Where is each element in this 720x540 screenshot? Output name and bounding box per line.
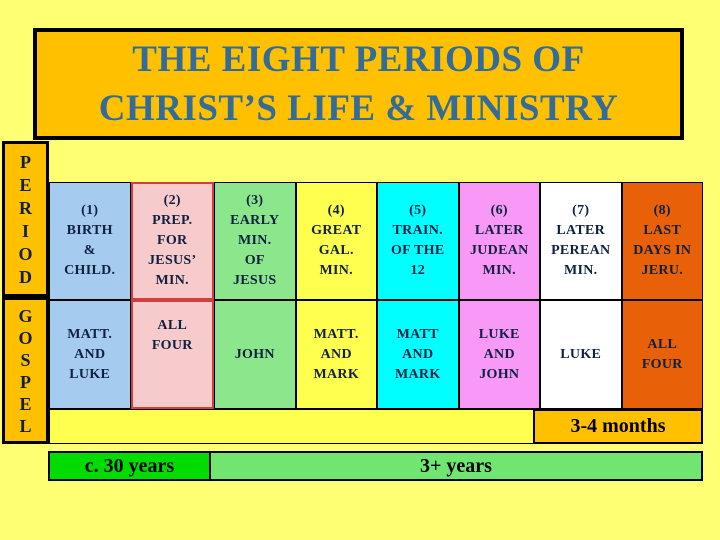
period-row-label-text: PERIOD (18, 152, 33, 287)
title-box: THE EIGHT PERIODS OF CHRIST’S LIFE & MIN… (33, 28, 684, 140)
duration-strip: 3-4 months (49, 409, 703, 444)
period-cell-8: (8) LAST DAYS IN JERU. (621, 182, 703, 300)
title-line-1: THE EIGHT PERIODS OF (132, 39, 585, 80)
gospel-row-label: GOSPEL (2, 297, 49, 444)
timeline-bar: c. 30 years 3+ years (48, 451, 703, 481)
gospel-row-label-text: GOSPEL (18, 306, 33, 436)
period-cell-2: (2) PREP. FOR JESUS’ MIN. (130, 182, 214, 300)
periods-table: (1) BIRTH & CHILD. (2) PREP. FOR JESUS’ … (49, 182, 703, 444)
period-cell-3: (3) EARLY MIN. OF JESUS (214, 182, 296, 300)
gospel-cell-7: LUKE (540, 300, 622, 409)
period-cell-5: (5) TRAIN. OF THE 12 (377, 182, 459, 300)
title-line-2: CHRIST’S LIFE & MINISTRY (98, 88, 619, 129)
gospel-cell-3: JOHN (214, 300, 296, 409)
timeline-ministry-years-segment: 3+ years (211, 451, 703, 481)
period-cell-7: (7) LATER PEREAN MIN. (540, 182, 622, 300)
gospel-row: MATT. AND LUKE ALL FOUR JOHN MATT. AND M… (49, 300, 703, 409)
gospel-cell-1: MATT. AND LUKE (49, 300, 131, 409)
period-cell-6: (6) LATER JUDEAN MIN. (458, 182, 540, 300)
gospel-cell-2: ALL FOUR (130, 300, 214, 409)
months-duration-box: 3-4 months (533, 409, 703, 444)
period-row-label: PERIOD (2, 141, 49, 297)
period-row: (1) BIRTH & CHILD. (2) PREP. FOR JESUS’ … (49, 182, 703, 300)
gospel-cell-4: MATT. AND MARK (295, 300, 377, 409)
period-cell-1: (1) BIRTH & CHILD. (49, 182, 131, 300)
gospel-cell-5: MATT AND MARK (377, 300, 459, 409)
gospel-cell-8: ALL FOUR (621, 300, 703, 409)
gospel-cell-6: LUKE AND JOHN (458, 300, 540, 409)
timeline-early-years-segment: c. 30 years (48, 451, 211, 481)
period-cell-4: (4) GREAT GAL. MIN. (295, 182, 377, 300)
